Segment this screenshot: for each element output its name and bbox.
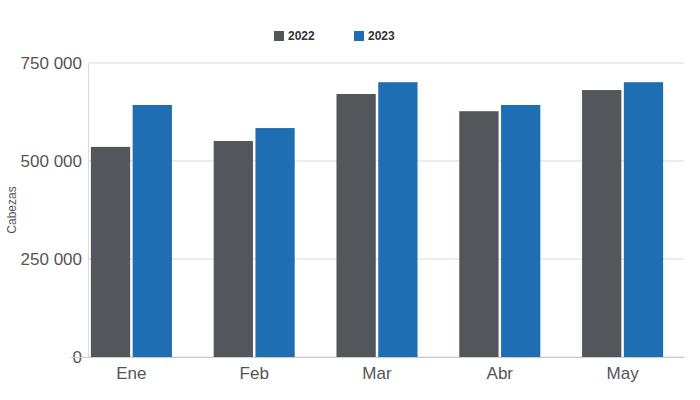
x-tick: Feb (240, 357, 269, 383)
x-tick: Ene (116, 357, 146, 383)
bar (214, 141, 253, 357)
x-axis: Ene Feb Mar Abr May (71, 357, 685, 383)
legend-label: 2022 (288, 29, 315, 43)
x-tick-label: May (607, 364, 640, 383)
chart: 0250 000500 000750 000EneFebMarAbrMayCab… (0, 0, 700, 400)
x-tick: Mar (362, 357, 392, 383)
bar (91, 147, 130, 357)
grid-line (88, 63, 684, 64)
legend-item: 2023 (354, 29, 395, 43)
y-tick: 500 000 (21, 152, 88, 171)
y-axis-title: Cabezas (5, 186, 19, 233)
y-axis-line (88, 64, 89, 358)
y-tick-label: 500 000 (21, 152, 82, 171)
bars (91, 82, 663, 357)
y-tick: 750 000 (21, 54, 88, 73)
legend: 2022 2023 (274, 29, 395, 43)
y-tick-label: 750 000 (21, 54, 82, 73)
bar (501, 105, 540, 357)
legend-label: 2023 (368, 29, 395, 43)
bar (582, 90, 621, 357)
x-tick-label: Mar (362, 364, 392, 383)
y-tick-label: 250 000 (21, 250, 82, 269)
bar (255, 128, 294, 357)
x-tick-label: Abr (487, 364, 514, 383)
bar-series (91, 90, 621, 357)
legend-swatch (274, 31, 284, 41)
bar (378, 82, 417, 357)
bar (624, 82, 663, 357)
x-tick: May (607, 357, 640, 383)
x-axis-line (71, 357, 685, 358)
legend-item: 2022 (274, 29, 315, 43)
bar (133, 105, 172, 357)
x-tick-label: Ene (116, 364, 146, 383)
bar (459, 111, 498, 357)
x-tick: Abr (487, 357, 514, 383)
bar (336, 94, 375, 357)
bar-series (133, 82, 663, 357)
grid (88, 63, 684, 357)
y-tick: 250 000 (21, 250, 88, 269)
legend-swatch (354, 31, 364, 41)
y-axis: 0250 000500 000750 000 (21, 54, 89, 367)
x-tick-label: Feb (240, 364, 269, 383)
